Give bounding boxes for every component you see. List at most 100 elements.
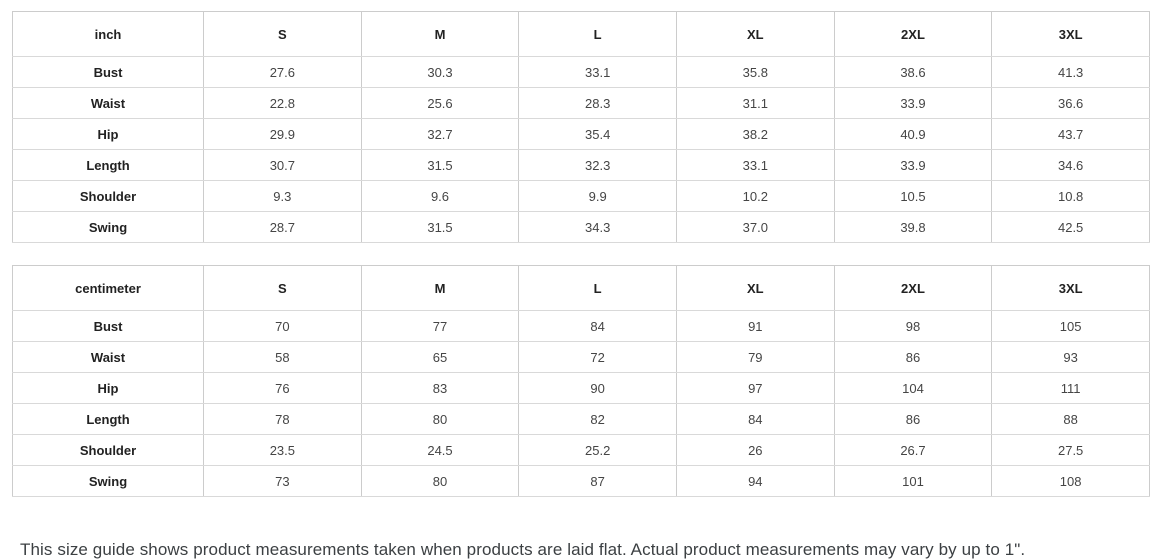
measurement-label-cell: Swing — [11, 465, 205, 497]
measurement-value-cell: 27.5 — [991, 434, 1150, 466]
measurement-value-cell: 33.1 — [675, 149, 835, 181]
table-row: Swing 28.7 31.5 34.3 37.0 39.8 42.5 — [11, 211, 1150, 243]
measurement-value-cell: 80 — [360, 403, 520, 435]
size-column-header: M — [360, 11, 520, 57]
measurement-label-cell: Swing — [11, 211, 205, 243]
measurement-value-cell: 31.5 — [360, 149, 520, 181]
measurement-label-cell: Hip — [11, 372, 205, 404]
measurement-value-cell: 9.3 — [203, 180, 362, 212]
measurement-value-cell: 33.1 — [518, 56, 677, 88]
measurement-value-cell: 9.9 — [518, 180, 677, 212]
measurement-value-cell: 78 — [203, 403, 362, 435]
measurement-value-cell: 76 — [203, 372, 362, 404]
measurement-value-cell: 93 — [991, 341, 1150, 373]
size-column-header: M — [360, 265, 520, 311]
measurement-value-cell: 22.8 — [203, 87, 362, 119]
measurement-value-cell: 86 — [833, 341, 993, 373]
measurement-value-cell: 35.4 — [518, 118, 677, 150]
table-row: Hip 29.9 32.7 35.4 38.2 40.9 43.7 — [11, 118, 1150, 150]
size-guide-note: This size guide shows product measuremen… — [20, 540, 1026, 559]
measurement-label-cell: Bust — [11, 56, 205, 88]
measurement-label-cell: Length — [11, 403, 205, 435]
size-column-header: XL — [675, 11, 835, 57]
size-column-header: XL — [675, 265, 835, 311]
unit-header-cell: inch — [11, 11, 205, 57]
measurement-value-cell: 27.6 — [203, 56, 362, 88]
table-row: Bust 70 77 84 91 98 105 — [11, 310, 1150, 342]
measurement-value-cell: 30.7 — [203, 149, 362, 181]
measurement-label-cell: Waist — [11, 341, 205, 373]
measurement-label-cell: Bust — [11, 310, 205, 342]
size-column-header: 2XL — [833, 265, 993, 311]
measurement-value-cell: 97 — [675, 372, 835, 404]
size-column-header: L — [518, 11, 677, 57]
measurement-value-cell: 73 — [203, 465, 362, 497]
measurement-value-cell: 86 — [833, 403, 993, 435]
measurement-value-cell: 10.2 — [675, 180, 835, 212]
measurement-value-cell: 84 — [675, 403, 835, 435]
measurement-value-cell: 79 — [675, 341, 835, 373]
measurement-value-cell: 25.6 — [360, 87, 520, 119]
measurement-value-cell: 80 — [360, 465, 520, 497]
measurement-value-cell: 77 — [360, 310, 520, 342]
measurement-value-cell: 33.9 — [833, 149, 993, 181]
measurement-value-cell: 87 — [518, 465, 677, 497]
measurement-value-cell: 43.7 — [991, 118, 1150, 150]
measurement-value-cell: 41.3 — [991, 56, 1150, 88]
measurement-value-cell: 32.3 — [518, 149, 677, 181]
measurement-value-cell: 39.8 — [833, 211, 993, 243]
size-column-header: 3XL — [991, 11, 1150, 57]
table-row: Waist 22.8 25.6 28.3 31.1 33.9 36.6 — [11, 87, 1150, 119]
header-row: inch S M L XL 2XL 3XL — [11, 11, 1150, 57]
size-column-header: S — [203, 11, 362, 57]
measurement-value-cell: 104 — [833, 372, 993, 404]
measurement-value-cell: 65 — [360, 341, 520, 373]
measurement-value-cell: 108 — [991, 465, 1150, 497]
measurement-value-cell: 29.9 — [203, 118, 362, 150]
measurement-label-cell: Waist — [11, 87, 205, 119]
measurement-value-cell: 10.5 — [833, 180, 993, 212]
table-row: Length 30.7 31.5 32.3 33.1 33.9 34.6 — [11, 149, 1150, 181]
measurement-label-cell: Shoulder — [11, 434, 205, 466]
measurement-value-cell: 82 — [518, 403, 677, 435]
table-row: Length 78 80 82 84 86 88 — [11, 403, 1150, 435]
measurement-value-cell: 9.6 — [360, 180, 520, 212]
measurement-value-cell: 72 — [518, 341, 677, 373]
measurement-value-cell: 105 — [991, 310, 1150, 342]
size-column-header: S — [203, 265, 362, 311]
measurement-value-cell: 58 — [203, 341, 362, 373]
size-column-header: L — [518, 265, 677, 311]
table-row: Waist 58 65 72 79 86 93 — [11, 341, 1150, 373]
measurement-label-cell: Length — [11, 149, 205, 181]
measurement-value-cell: 42.5 — [991, 211, 1150, 243]
measurement-value-cell: 70 — [203, 310, 362, 342]
measurement-value-cell: 31.1 — [675, 87, 835, 119]
measurement-value-cell: 26.7 — [833, 434, 993, 466]
table-row: Shoulder 9.3 9.6 9.9 10.2 10.5 10.8 — [11, 180, 1150, 212]
measurement-value-cell: 28.3 — [518, 87, 677, 119]
size-table-centimeter: centimeter S M L XL 2XL 3XL Bust 70 77 84 91 98 105 Wa… — [11, 265, 1150, 497]
header-row: centimeter S M L XL 2XL 3XL — [11, 265, 1150, 311]
measurement-value-cell: 40.9 — [833, 118, 993, 150]
measurement-value-cell: 38.6 — [833, 56, 993, 88]
measurement-value-cell: 10.8 — [991, 180, 1150, 212]
measurement-value-cell: 98 — [833, 310, 993, 342]
measurement-value-cell: 94 — [675, 465, 835, 497]
measurement-value-cell: 25.2 — [518, 434, 677, 466]
table-row: Shoulder 23.5 24.5 25.2 26 26.7 27.5 — [11, 434, 1150, 466]
measurement-value-cell: 83 — [360, 372, 520, 404]
measurement-value-cell: 32.7 — [360, 118, 520, 150]
measurement-label-cell: Shoulder — [11, 180, 205, 212]
size-table-inch: inch S M L XL 2XL 3XL Bust 27.6 30.3 33.1 35.8 38.6 4… — [11, 11, 1150, 243]
measurement-value-cell: 28.7 — [203, 211, 362, 243]
measurement-value-cell: 36.6 — [991, 87, 1150, 119]
table-row: Swing 73 80 87 94 101 108 — [11, 465, 1150, 497]
measurement-value-cell: 111 — [991, 372, 1150, 404]
unit-header-cell: centimeter — [11, 265, 205, 311]
measurement-value-cell: 31.5 — [360, 211, 520, 243]
measurement-value-cell: 30.3 — [360, 56, 520, 88]
measurement-label-cell: Hip — [11, 118, 205, 150]
table-row: Hip 76 83 90 97 104 111 — [11, 372, 1150, 404]
measurement-value-cell: 91 — [675, 310, 835, 342]
